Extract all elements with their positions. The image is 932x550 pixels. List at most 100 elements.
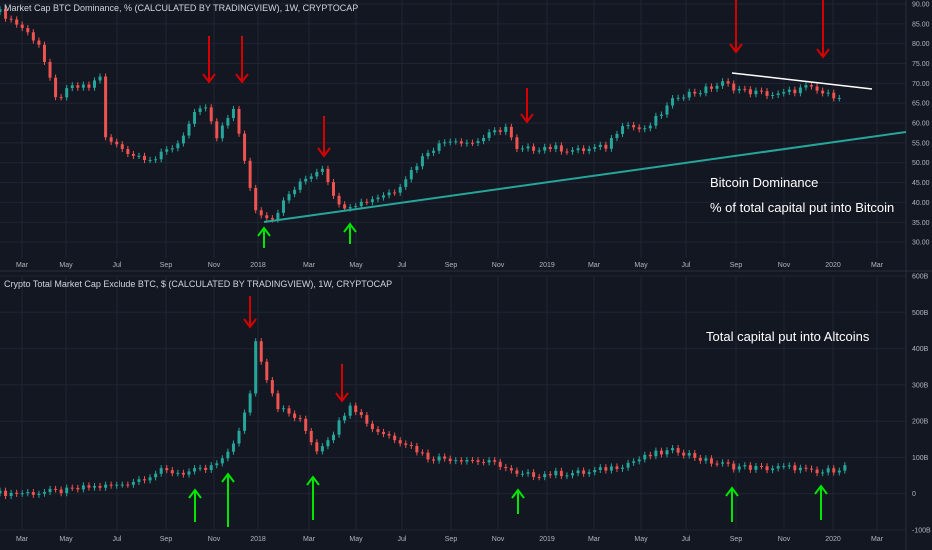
x-tick-label: May <box>59 262 73 269</box>
y-tick-label: 35.00 <box>912 220 930 227</box>
candle-body <box>131 481 135 485</box>
candle-body <box>248 393 252 413</box>
resistance-trendline <box>731 72 873 90</box>
candle-body <box>226 118 230 126</box>
candle-body <box>76 85 80 88</box>
candle-body <box>520 473 524 475</box>
y-tick-label: 55.00 <box>912 140 930 147</box>
candle-body <box>243 412 247 431</box>
candle-body <box>204 107 208 109</box>
x-tick-label: Nov <box>208 262 221 269</box>
candle-body <box>487 132 491 138</box>
candle-body <box>42 44 46 62</box>
candle-body <box>226 451 230 459</box>
candle-body <box>287 408 291 414</box>
candle-body <box>276 393 280 410</box>
candle-body <box>715 463 719 465</box>
candle-body <box>748 89 752 95</box>
candle-body <box>771 94 775 96</box>
candle-body <box>209 107 213 122</box>
candle-body <box>587 472 591 474</box>
candle-body <box>665 450 669 455</box>
candle-body <box>648 454 652 457</box>
candle-body <box>726 462 730 464</box>
candle-body <box>470 142 474 144</box>
candle-body <box>554 145 558 150</box>
candle-body <box>376 429 380 432</box>
candle-body <box>137 479 141 482</box>
candle-body <box>81 84 85 88</box>
y-tick-label: 60.00 <box>912 121 930 128</box>
green-arrow <box>511 488 525 499</box>
candle-body <box>31 492 35 495</box>
candle-body <box>0 9 2 12</box>
chart-title: Crypto Total Market Cap Exclude BTC, $ (… <box>4 279 392 289</box>
candle-body <box>826 468 830 473</box>
candle-body <box>87 84 91 88</box>
x-tick-label: 2019 <box>539 536 555 543</box>
candle-body <box>843 465 847 471</box>
x-tick-label: Mar <box>871 536 884 543</box>
candle-body <box>281 200 285 213</box>
candle-body <box>671 448 675 451</box>
red-arrow <box>202 73 216 84</box>
candle-body <box>837 97 841 99</box>
candle-body <box>482 461 486 463</box>
candle-body <box>87 485 91 488</box>
candle-body <box>20 24 24 29</box>
candle-body <box>37 40 41 45</box>
candle-body <box>715 85 719 89</box>
candle-body <box>48 61 52 78</box>
candle-body <box>698 93 702 95</box>
candle-body <box>209 465 213 470</box>
candle-body <box>721 81 725 86</box>
x-tick-label: Nov <box>778 536 791 543</box>
candle-body <box>559 145 563 152</box>
candle-body <box>48 488 52 493</box>
x-tick-label: Jul <box>398 536 407 543</box>
candle-body <box>220 458 224 464</box>
candle-body <box>787 465 791 467</box>
candle-body <box>170 148 174 150</box>
candle-body <box>582 470 586 474</box>
y-tick-label: 85.00 <box>912 21 930 28</box>
candle-body <box>498 130 502 132</box>
candle-body <box>404 443 408 445</box>
candle-body <box>382 431 386 435</box>
candle-body <box>576 148 580 151</box>
candle-body <box>643 454 647 460</box>
candle-body <box>409 444 413 446</box>
candle-body <box>187 123 191 136</box>
x-tick-label: Jul <box>682 262 691 269</box>
candle-body <box>26 28 30 33</box>
candle-body <box>621 126 625 134</box>
x-tick-label: Nov <box>492 536 505 543</box>
candle-body <box>487 460 491 463</box>
x-tick-label: May <box>59 536 73 543</box>
y-tick-label: 200B <box>912 419 929 426</box>
y-tick-label: 0 <box>912 491 916 498</box>
candle-body <box>648 125 652 129</box>
candle-body <box>104 76 108 138</box>
candle-body <box>515 137 519 150</box>
candle-body <box>109 137 113 142</box>
candle-body <box>348 207 352 209</box>
candle-body <box>104 484 108 488</box>
candle-body <box>709 458 713 464</box>
candle-body <box>798 87 802 94</box>
candle-body <box>515 470 519 474</box>
candle-body <box>437 143 441 151</box>
candle-body <box>787 89 791 92</box>
candle-body <box>65 487 69 494</box>
green-arrow <box>221 472 235 483</box>
candle-body <box>165 468 169 471</box>
candle-body <box>187 471 191 475</box>
candle-body <box>687 91 691 98</box>
candle-body <box>654 450 658 457</box>
candle-body <box>832 468 836 473</box>
y-tick-label: 45.00 <box>912 180 930 187</box>
candle-body <box>509 126 513 138</box>
candle-body <box>9 492 13 497</box>
candle-body <box>687 453 691 456</box>
candle-body <box>143 155 147 161</box>
